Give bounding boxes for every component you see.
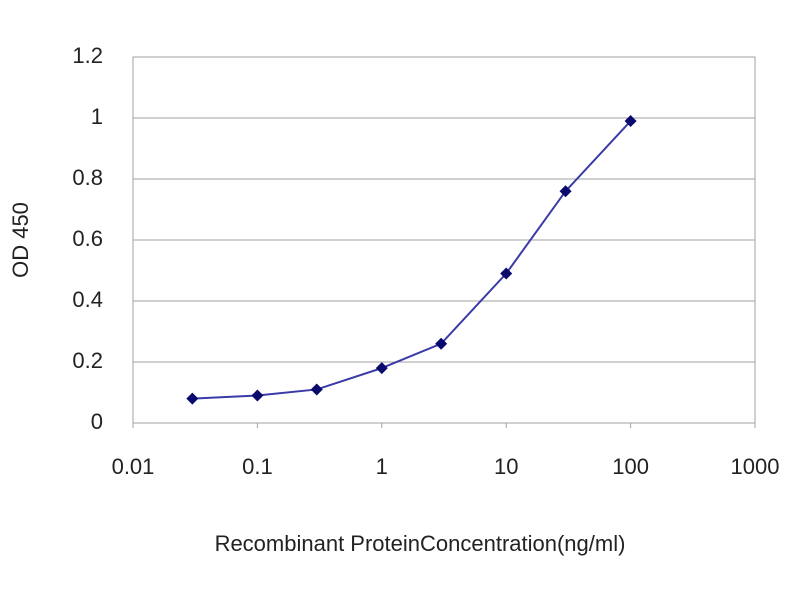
x-tick-label: 10: [494, 454, 518, 479]
data-point: [500, 267, 513, 280]
y-tick-label: 0.8: [72, 165, 103, 190]
data-point: [559, 185, 572, 198]
data-point: [310, 383, 323, 396]
x-tick-label: 0.1: [242, 454, 273, 479]
x-axis-label: Recombinant ProteinConcentration(ng/ml): [215, 531, 626, 556]
y-tick-label: 0: [91, 409, 103, 434]
data-point: [251, 389, 264, 402]
y-tick-label: 0.4: [72, 287, 103, 312]
x-tick-label: 100: [612, 454, 649, 479]
x-tick-label: 1: [376, 454, 388, 479]
data-point: [375, 362, 388, 375]
x-tick-label: 1000: [731, 454, 780, 479]
x-tick-label: 0.01: [112, 454, 155, 479]
data-point: [435, 337, 448, 350]
y-axis-label: OD 450: [8, 202, 33, 278]
y-tick-label: 1.2: [72, 43, 103, 68]
series-line: [192, 120, 632, 400]
data-point: [624, 115, 637, 128]
y-tick-label: 0.2: [72, 348, 103, 373]
y-tick-label: 1: [91, 104, 103, 129]
y-tick-label: 0.6: [72, 226, 103, 251]
data-point: [186, 392, 199, 405]
